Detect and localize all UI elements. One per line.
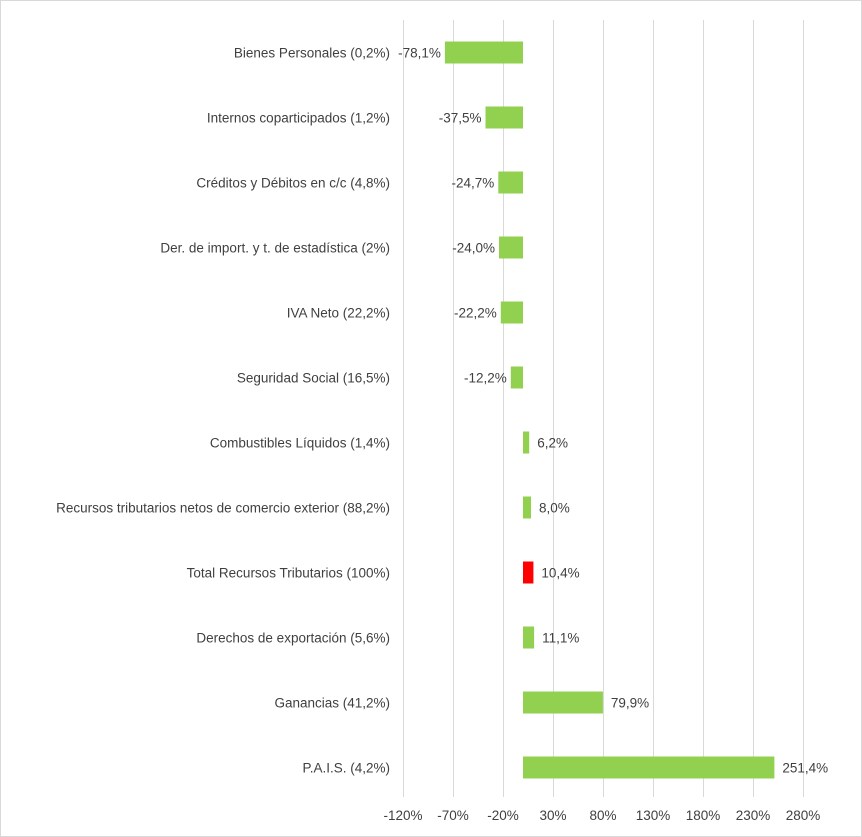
bar — [500, 301, 523, 324]
category-label: P.A.I.S. (4,2%) — [302, 761, 390, 776]
x-tick-label: -70% — [437, 808, 469, 823]
category-label: Der. de import. y t. de estadística (2%) — [160, 241, 390, 256]
gridlines — [403, 20, 804, 797]
category-label: Combustibles Líquidos (1,4%) — [210, 436, 390, 451]
bars — [444, 41, 775, 779]
x-tick-label: 130% — [636, 808, 671, 823]
data-label: 79,9% — [611, 696, 649, 711]
x-tick-label: 180% — [686, 808, 721, 823]
category-label: Total Recursos Tributarios (100%) — [187, 566, 390, 581]
data-label: -24,7% — [452, 176, 495, 191]
bar — [523, 431, 530, 454]
x-tick-label: 230% — [736, 808, 771, 823]
data-label: -24,0% — [452, 241, 495, 256]
bar — [523, 756, 775, 779]
bar — [498, 171, 523, 194]
data-label: -78,1% — [398, 46, 441, 61]
bar — [523, 691, 603, 714]
bar — [510, 366, 523, 389]
data-labels: -78,1% -37,5% -24,7% -24,0% -22,2% -12,2% 6,2%… — [398, 46, 828, 776]
category-labels: Bienes Personales (0,2%) Internos coparti… — [56, 46, 390, 776]
bar — [523, 496, 531, 519]
category-label: Bienes Personales (0,2%) — [234, 46, 390, 61]
bar — [444, 41, 523, 64]
x-axis-tick-labels: -120% -70% -20% 30% 80% 130% 180% 230% 280% — [383, 808, 820, 823]
category-label: Ganancias (41,2%) — [274, 696, 390, 711]
x-tick-label: 30% — [539, 808, 566, 823]
data-label: -37,5% — [439, 111, 482, 126]
bar — [499, 236, 523, 259]
data-label: -12,2% — [464, 371, 507, 386]
data-label: 6,2% — [537, 436, 568, 451]
x-tick-label: -120% — [383, 808, 422, 823]
data-label: 8,0% — [539, 501, 570, 516]
data-label: 11,1% — [542, 631, 579, 646]
category-label: Recursos tributarios netos de comercio e… — [56, 501, 390, 516]
data-label: 251,4% — [782, 761, 828, 776]
data-label: -22,2% — [454, 306, 497, 321]
category-label: Derechos de exportación (5,6%) — [196, 631, 390, 646]
category-label: IVA Neto (22,2%) — [287, 306, 390, 321]
bar — [523, 626, 535, 649]
data-label: 10,4% — [541, 566, 579, 581]
category-label: Seguridad Social (16,5%) — [237, 371, 390, 386]
bar — [485, 106, 523, 129]
x-tick-label: 80% — [589, 808, 616, 823]
bar — [523, 561, 534, 584]
category-label: Créditos y Débitos en c/c (4,8%) — [196, 176, 390, 191]
x-tick-label: -20% — [487, 808, 519, 823]
category-label: Internos coparticipados (1,2%) — [207, 111, 390, 126]
x-tick-label: 280% — [786, 808, 821, 823]
